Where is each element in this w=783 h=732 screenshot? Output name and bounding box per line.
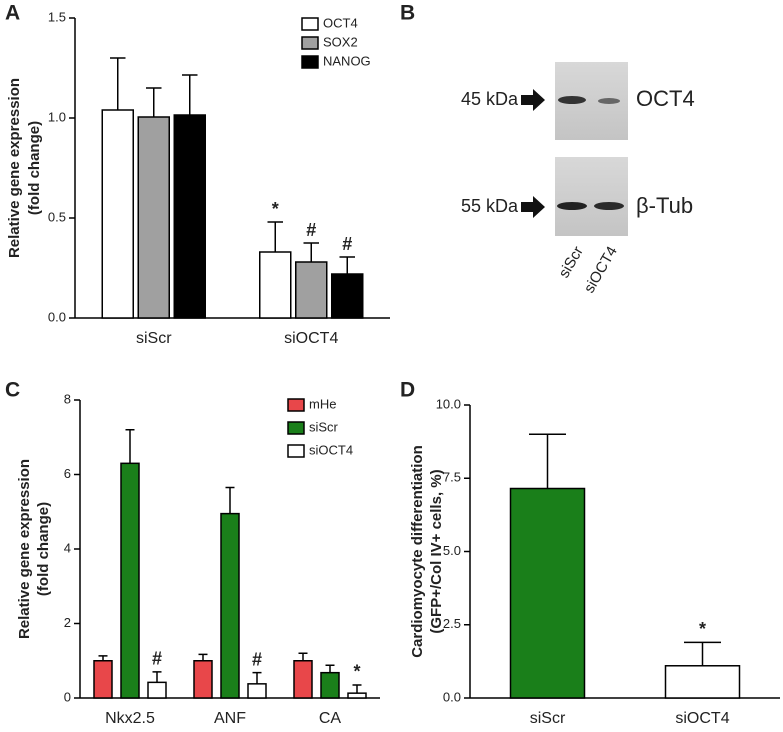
legend-label: mHe [309, 396, 336, 411]
panel-letter: A [5, 2, 20, 25]
error-bar [125, 429, 135, 464]
annotation: # [252, 649, 262, 669]
y-axis-label: (fold change) [26, 121, 43, 215]
y-tick-label: 8 [64, 391, 71, 406]
legend-label: SOX2 [323, 34, 358, 49]
bar [247, 683, 267, 699]
y-tick-label: 2 [64, 615, 71, 630]
bar [93, 660, 113, 699]
error-bar [298, 652, 308, 661]
bar [120, 462, 140, 699]
legend-label: OCT4 [323, 15, 358, 30]
error-bar [325, 664, 335, 673]
x-tick-label: siOCT4 [284, 330, 338, 347]
arrow [521, 196, 545, 218]
y-tick-label: 1.0 [48, 109, 66, 124]
marker-size: 55 kDa [461, 196, 519, 216]
error-bar [303, 242, 319, 262]
bar [347, 692, 367, 699]
legend-swatch [301, 36, 319, 50]
protein-label: β-Tub [636, 193, 693, 218]
error-bar [146, 87, 162, 117]
error-bar [252, 671, 262, 684]
legend-label: siOCT4 [309, 442, 353, 457]
annotation: # [306, 220, 316, 240]
y-tick-label: 1.5 [48, 9, 66, 24]
y-axis-label: (fold change) [35, 502, 52, 596]
blot-membrane [555, 157, 628, 236]
error-bar [110, 57, 126, 110]
bar [509, 487, 586, 699]
error-bar [339, 256, 355, 274]
annotation: # [152, 649, 162, 669]
lane-label: siScr [556, 243, 587, 280]
marker-size: 45 kDa [461, 89, 519, 109]
y-tick-label: 2.5 [443, 616, 461, 631]
panel-letter: C [5, 379, 20, 402]
y-tick-label: 4 [64, 540, 71, 555]
x-tick-label: siScr [530, 710, 566, 727]
bar [147, 681, 167, 699]
blot-panel: B 45 kDa OCT4 55 kDa β-Tub siScr siOCT4 [400, 2, 695, 296]
annotation: * [699, 619, 706, 639]
error-bar [152, 671, 162, 683]
bar [295, 261, 328, 319]
panel-letter: D [400, 379, 415, 402]
blot-band [558, 96, 586, 104]
bar [664, 665, 741, 699]
y-tick-label: 0 [64, 689, 71, 704]
error-bar [267, 221, 283, 252]
x-tick-label: Nkx2.5 [105, 710, 155, 727]
bar [293, 660, 313, 699]
legend-label: siScr [309, 419, 339, 434]
legend-swatch [287, 421, 305, 435]
y-tick-label: 0.0 [443, 689, 461, 704]
bar [220, 512, 240, 699]
y-tick-label: 7.5 [443, 470, 461, 485]
y-tick-label: 0.5 [48, 209, 66, 224]
legend-swatch [301, 55, 319, 69]
blot-band [598, 98, 620, 104]
x-tick-label: CA [319, 710, 342, 727]
y-tick-label: 0.0 [48, 309, 66, 324]
error-bar [352, 684, 362, 694]
protein-label: OCT4 [636, 86, 695, 111]
blot-band [594, 202, 624, 210]
legend-label: NANOG [323, 53, 371, 68]
annotation: * [272, 199, 279, 219]
annotation: # [342, 234, 352, 254]
x-tick-label: ANF [214, 710, 246, 727]
error-bar [98, 655, 108, 661]
panel-letter: B [400, 2, 415, 25]
error-bar [198, 653, 208, 661]
x-tick-label: siScr [136, 330, 172, 347]
legend-swatch [301, 17, 319, 31]
legend-swatch [287, 444, 305, 458]
error-bar [529, 433, 566, 489]
bar [101, 109, 134, 319]
x-tick-label: siOCT4 [675, 710, 729, 727]
annotation: * [353, 662, 360, 682]
error-bar [182, 74, 198, 115]
y-tick-label: 5.0 [443, 543, 461, 558]
blot-band [557, 202, 587, 210]
lane-label: siOCT4 [581, 243, 621, 296]
bar [259, 251, 292, 319]
bar [320, 671, 340, 699]
y-axis-label: Relative gene expression [16, 459, 33, 639]
y-axis-label: Cardiomyocyte differentiation [409, 445, 426, 658]
y-tick-label: 6 [64, 466, 71, 481]
bar [331, 273, 364, 319]
bar [137, 116, 170, 319]
error-bar [225, 486, 235, 514]
error-bar [684, 641, 721, 666]
bar [193, 660, 213, 699]
y-tick-label: 10.0 [436, 396, 461, 411]
legend-swatch [287, 398, 305, 412]
y-axis-label: Relative gene expression [6, 78, 23, 258]
y-axis-label: (GFP+/Col IV+ cells, %) [428, 469, 445, 633]
bar [173, 114, 206, 319]
arrow [521, 89, 545, 111]
